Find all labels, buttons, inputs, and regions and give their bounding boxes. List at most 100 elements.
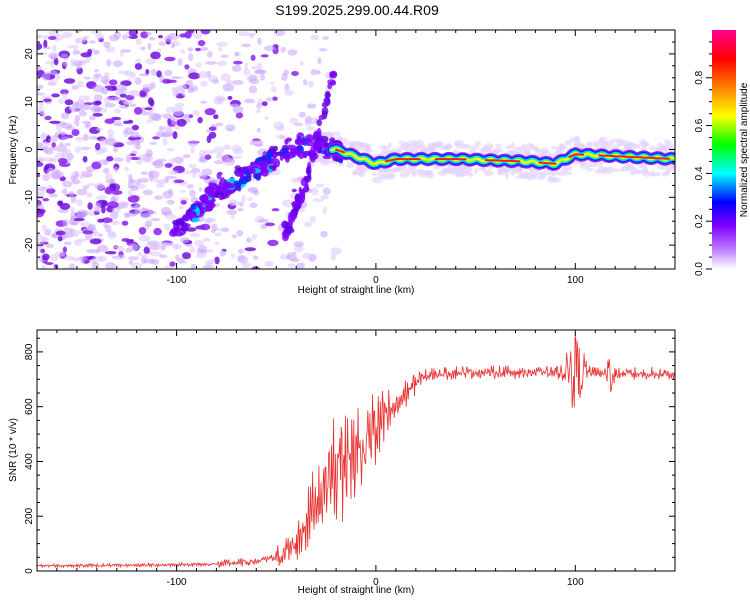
spectrogram-noise-blob — [147, 210, 157, 215]
spectrogram-noise-blob — [80, 171, 93, 178]
spectrogram-noise-blob — [104, 251, 117, 255]
spectrogram-noise-blob — [129, 103, 137, 108]
spectrogram-halo-blob — [570, 136, 581, 142]
spectrogram-chirp-blob — [222, 181, 232, 189]
spectrogram-noise-blob — [184, 31, 192, 39]
snr-y-axis-label: SNR (10 * v/v) — [8, 418, 19, 482]
spectrogram-noise-blob — [226, 209, 238, 216]
spectrogram-noise-blob — [145, 58, 157, 65]
spectrogram-noise-blob — [270, 81, 275, 85]
spectrogram-halo-blob — [456, 164, 467, 171]
spectrogram-noise-blob — [129, 239, 134, 243]
spectrogram-noise-blob — [141, 111, 150, 116]
spectrogram-noise-blob — [213, 146, 224, 155]
spectrogram-noise-blob — [71, 129, 80, 136]
spectrogram-halo-blob — [433, 166, 441, 170]
spectrogram-noise-blob — [100, 75, 110, 84]
spectrogram-noise-blob — [284, 83, 290, 92]
spectrogram-hot-segment — [598, 154, 627, 158]
spectrogram-noise-blob — [134, 207, 141, 215]
spectrogram-noise-blob — [111, 85, 118, 91]
spectrogram-noise-blob — [307, 80, 314, 88]
spectrogram-ticks — [36, 29, 676, 270]
spectrogram-noise-blob — [234, 51, 239, 57]
spectrogram-halo-blob — [596, 161, 603, 168]
spectrogram-noise-blob — [151, 160, 163, 166]
spectrogram-noise-blob — [74, 30, 82, 33]
spectrogram-noise-blob — [150, 218, 161, 222]
spectrogram-noise-blob — [152, 136, 160, 140]
spectrogram-noise-blob — [70, 175, 77, 182]
spectrogram-noise-blob — [193, 239, 205, 247]
spectrogram-noise-blob — [104, 118, 115, 124]
spectrogram-halo-blob — [398, 140, 407, 147]
spectrogram-noise-blob — [186, 184, 194, 189]
spectrogram-noise-blob — [37, 42, 43, 50]
spectrogram-halo-blob — [416, 139, 424, 146]
spectrogram-noise-blob — [72, 180, 82, 185]
spectrogram-noise-blob — [142, 86, 152, 93]
spectrogram-noise-blob — [220, 73, 231, 82]
spectrogram-hot-segment — [384, 158, 421, 163]
spectrogram-noise-blob — [42, 35, 49, 40]
spectrogram-noise-blob — [46, 184, 53, 190]
spectrogram-secondary-blob — [324, 98, 331, 106]
spectrogram-noise-blob — [229, 103, 240, 109]
spectrogram-chirp-blob — [192, 217, 200, 223]
spectrogram-noise-blob — [127, 256, 140, 261]
spectrogram-noise-blob — [106, 59, 112, 67]
spectrogram-noise-blob — [149, 141, 158, 145]
spectrogram-noise-blob — [164, 175, 177, 180]
spectrogram-noise-blob — [37, 156, 46, 163]
spectrogram-noise-blob — [138, 227, 147, 235]
spectrogram-noise-blob — [134, 107, 143, 115]
spectrogram-noise-blob — [252, 255, 259, 260]
spectrogram-chirp-blob — [240, 166, 249, 172]
spectrogram-noise-blob — [48, 158, 58, 163]
spectrogram-chirp-blob — [286, 144, 297, 151]
spectrogram-x-tick-labels: -100 0 100 — [167, 275, 584, 286]
spectrogram-noise-blob — [238, 30, 250, 37]
spectrogram-noise-blob — [198, 71, 210, 79]
spectrogram-noise-blob — [199, 223, 211, 231]
spectrogram-halo-blob — [619, 140, 632, 147]
spectrogram-noise-blob — [248, 85, 258, 94]
spectrogram-noise-blob — [156, 70, 162, 78]
spectrogram-noise-blob — [135, 38, 142, 45]
spectrogram-noise-blob — [150, 51, 161, 60]
snr-x-tick-label: 100 — [567, 577, 584, 588]
spectrogram-noise-blob — [260, 54, 269, 58]
spectrogram-noise-blob — [152, 113, 162, 122]
spectrogram-noise-blob — [73, 119, 79, 125]
spectrogram-noise-blob — [148, 36, 156, 41]
spectrogram-noise-blob — [111, 116, 122, 121]
spectrogram-noise-blob — [228, 199, 237, 206]
spectrogram-chirp-blob — [214, 192, 219, 198]
spectrogram-noise-blob — [101, 217, 113, 223]
spectrogram-noise-blob — [312, 198, 324, 202]
spectrogram-noise-blob — [258, 218, 270, 223]
spectrogram-halo-blob — [611, 168, 620, 173]
spectrogram-noise-blob — [94, 182, 105, 190]
spectrogram-chirp-blob — [266, 152, 272, 162]
spectrogram-noise-blob — [83, 105, 96, 110]
spectrogram-noise-blob — [243, 68, 251, 76]
spectrogram-noise-blob — [264, 116, 269, 120]
spectrogram-noise-blob — [204, 218, 213, 224]
spectrogram-noise-blob — [206, 259, 216, 265]
spectrogram-noise-blob — [63, 241, 72, 246]
spectrogram-noise-blob — [87, 48, 93, 56]
spectrogram-noise-blob — [113, 122, 124, 127]
spectrogram-noise-blob — [184, 64, 190, 70]
spectrogram-noise-blob — [243, 98, 256, 104]
spectrogram-noise-blob — [163, 113, 172, 120]
spectrogram-noise-blob — [171, 42, 176, 49]
spectrogram-noise-blob — [128, 189, 133, 198]
spectrogram-noise-blob — [41, 236, 47, 243]
spectrogram-secondary-blob — [290, 213, 298, 220]
spectrogram-noise-blob — [237, 255, 248, 264]
spectrogram-noise-blob — [158, 35, 163, 39]
spectrogram-noise-blob — [168, 158, 178, 162]
spectrogram-noise-blob — [283, 69, 289, 76]
figure-title: S199.2025.299.00.44.R09 — [275, 2, 439, 18]
